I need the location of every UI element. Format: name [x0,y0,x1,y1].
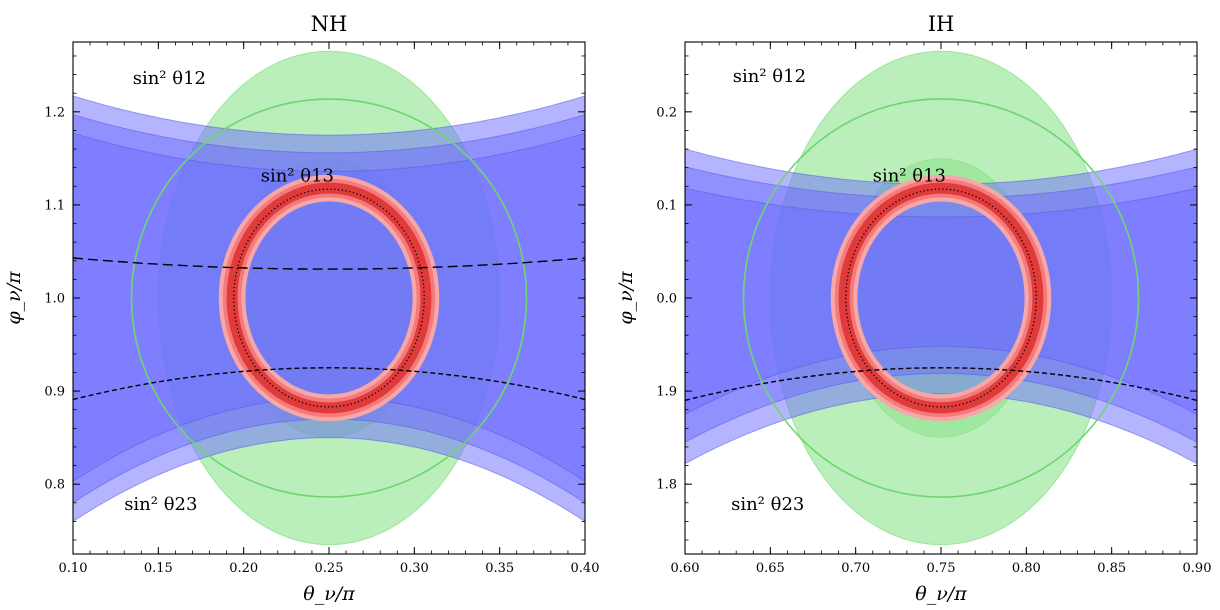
y-tick-label: 0.1 [656,198,677,213]
panel-nh: NH 0.10 0.15 0.20 0.25 0.30 0.35 0.40 0.8 0.9 1.0… [3,12,599,605]
y-tick-label: 1.9 [656,385,677,400]
theta13-ring-3 [226,182,432,414]
region-label: sin² θ13 [873,166,946,187]
y-tick-label: 0.9 [44,385,65,400]
region-label: sin² θ13 [261,166,334,187]
x-tick-label: 0.90 [1183,561,1212,576]
theta23-band-1 [73,132,585,482]
y-tick-label: 1.2 [44,105,65,120]
annotations: sin² θ12 sin² θ13 sin² θ23 [731,66,946,515]
y-tick-label: 1.0 [44,292,65,307]
plot-area [73,50,585,546]
x-tick-label: 0.40 [571,561,600,576]
x-tick-label: 0.25 [315,561,344,576]
y-axis-label: φ_ν/π [3,271,25,325]
annotations: sin² θ12 sin² θ13 sin² θ23 [124,68,334,515]
x-tick-label: 0.20 [229,561,258,576]
dashed-curve-2 [73,367,585,401]
plot-area [685,50,1197,546]
theta13-ring-3 [838,182,1044,414]
x-axis-label: θ_ν/π [303,583,355,605]
panel-ih: IH 0.60 0.65 0.70 0.75 0.80 0.85 0.90 1.8 1.9 0.0… [615,12,1211,605]
axis-ticks: 0.10 0.15 0.20 0.25 0.30 0.35 0.40 0.8 0.9 1.0 1.1… [44,42,599,576]
y-tick-label: 0.0 [656,292,677,307]
x-axis-label: θ_ν/π [915,583,967,605]
dashed-curve-1 [73,257,585,270]
region-label: sin² θ12 [733,66,806,87]
y-axis-label: φ_ν/π [615,271,637,325]
region-label: sin² θ23 [731,494,804,515]
x-tick-label: 0.70 [841,561,870,576]
x-tick-label: 0.30 [400,561,429,576]
chart-title: NH [311,12,348,36]
dotted-contour [233,188,425,408]
dashed-curve-1 [685,367,1197,402]
x-tick-label: 0.85 [1097,561,1126,576]
x-tick-label: 0.35 [485,561,514,576]
x-tick-label: 0.75 [927,561,956,576]
y-tick-label: 1.8 [656,478,677,493]
dotted-contour [845,187,1037,409]
region-label: sin² θ12 [133,68,206,89]
x-tick-label: 0.65 [756,561,785,576]
x-tick-label: 0.60 [671,561,700,576]
y-tick-label: 0.2 [656,105,677,120]
axis-ticks: 0.60 0.65 0.70 0.75 0.80 0.85 0.90 1.8 1.9 0.0 0.1… [656,42,1211,576]
chart-title: IH [928,12,955,36]
x-tick-label: 0.10 [59,561,88,576]
region-label: sin² θ23 [124,494,197,515]
theta12-contour-line-1 [130,98,528,498]
y-tick-label: 0.8 [44,478,65,493]
x-tick-label: 0.15 [144,561,173,576]
y-tick-label: 1.1 [44,198,65,213]
x-tick-label: 0.80 [1012,561,1041,576]
theta12-contour-line-1 [742,97,1140,499]
